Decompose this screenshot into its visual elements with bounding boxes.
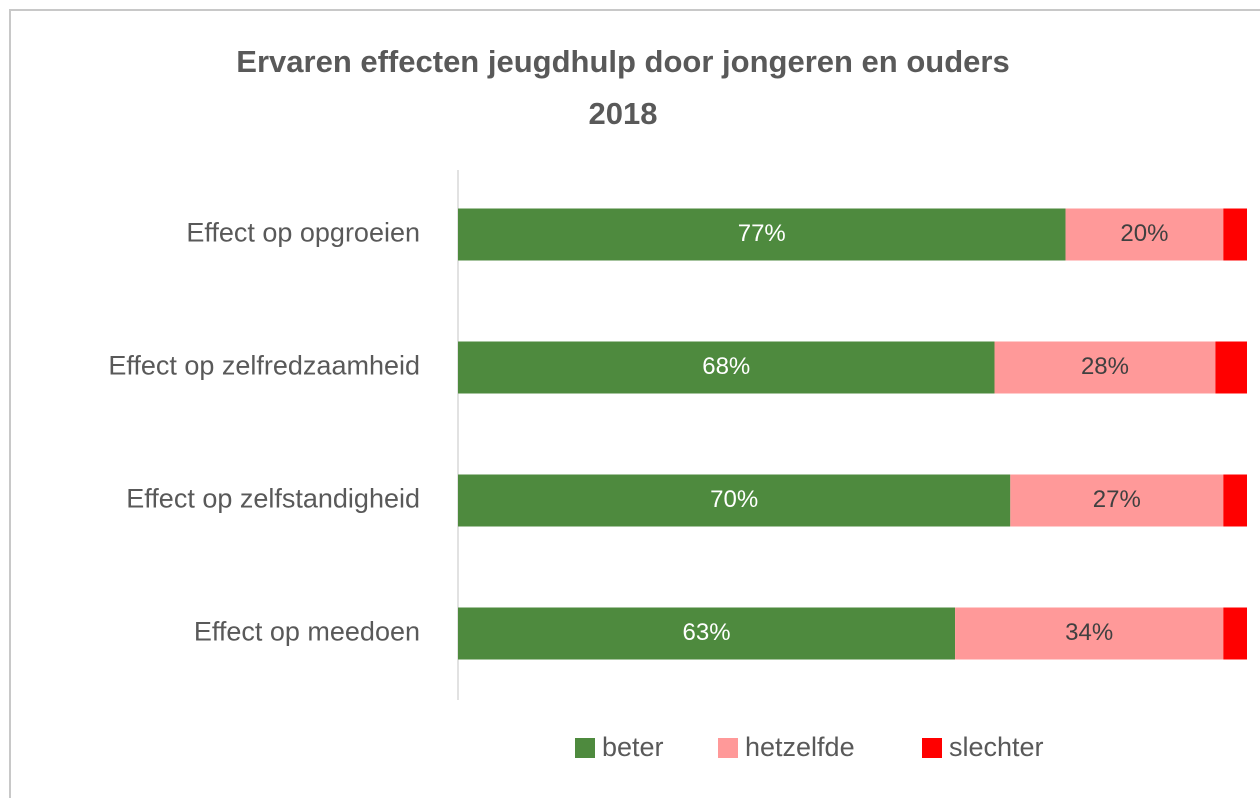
bar-segment xyxy=(1215,341,1247,394)
bar-segment xyxy=(458,341,995,394)
category-label: Effect op opgroeien xyxy=(186,218,420,248)
value-label: 27% xyxy=(1093,486,1141,513)
bar-segment xyxy=(458,208,1066,261)
bar-segment xyxy=(458,607,956,660)
category-label: Effect op zelfredzaamheid xyxy=(108,351,420,381)
legend-swatch xyxy=(575,738,595,758)
chart-title: Ervaren effecten jeugdhulp door jongeren… xyxy=(236,44,1009,79)
bar-segment xyxy=(1223,208,1247,261)
category-label: Effect op meedoen xyxy=(194,617,420,647)
value-label: 68% xyxy=(702,353,750,380)
legend-swatch xyxy=(718,738,738,758)
bar-segment xyxy=(955,607,1224,660)
category-label: Effect op zelfstandigheid xyxy=(126,484,420,514)
bar-segment xyxy=(1010,474,1224,527)
bar-segment xyxy=(458,474,1011,527)
legend-label: slechter xyxy=(949,732,1044,762)
value-label: 20% xyxy=(1120,220,1168,247)
chart-frame xyxy=(9,9,1260,803)
legend-label: beter xyxy=(602,732,664,762)
chart-title: 2018 xyxy=(589,96,658,131)
legend-swatch xyxy=(922,738,942,758)
bar-segment xyxy=(1223,607,1247,660)
value-label: 70% xyxy=(710,486,758,513)
value-label: 34% xyxy=(1065,619,1113,646)
value-label: 63% xyxy=(683,619,731,646)
value-label: 28% xyxy=(1081,353,1129,380)
bar-segment xyxy=(1065,208,1224,261)
bar-segment xyxy=(994,341,1216,394)
value-label: 77% xyxy=(738,220,786,247)
legend-label: hetzelfde xyxy=(745,732,855,762)
bar-segment xyxy=(1223,474,1247,527)
